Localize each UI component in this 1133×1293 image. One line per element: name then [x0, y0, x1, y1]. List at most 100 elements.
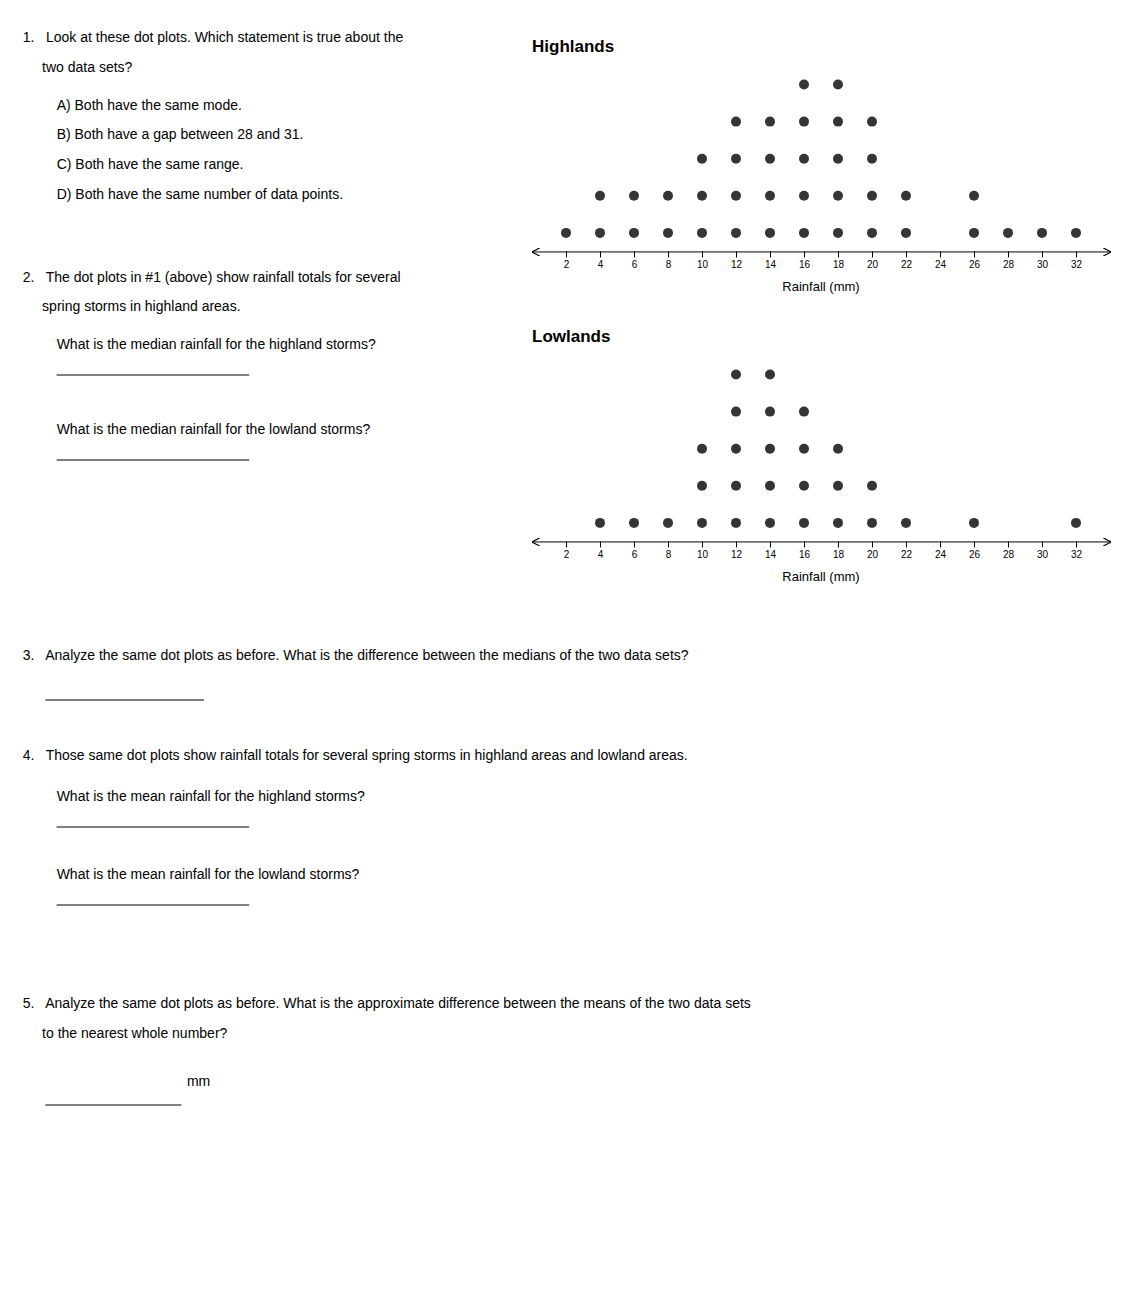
question-text: 5. Analyze the same dot plots as before.…	[23, 995, 751, 1011]
tick-label: 30	[1037, 259, 1049, 270]
tick-mark	[566, 251, 567, 257]
tick-label: 32	[1071, 549, 1083, 560]
question-text: to the nearest whole number?	[23, 1025, 228, 1041]
axis-line	[533, 251, 1111, 252]
tick-mark	[1042, 541, 1043, 547]
tick-mark	[906, 541, 907, 547]
dot	[697, 228, 707, 238]
tick-mark	[634, 251, 635, 257]
dot	[595, 191, 605, 201]
dot	[765, 191, 775, 201]
tick-mark	[600, 541, 601, 547]
tick-label: 26	[969, 549, 981, 560]
dot	[901, 191, 911, 201]
tick-mark	[770, 251, 771, 257]
tick: 22	[901, 251, 913, 269]
tick-mark	[804, 251, 805, 257]
dot	[833, 444, 843, 454]
tick-mark	[872, 251, 873, 257]
tick: 8	[666, 251, 672, 269]
dot	[867, 191, 877, 201]
dot	[765, 407, 775, 417]
tick: 26	[969, 251, 981, 269]
tick-mark	[702, 251, 703, 257]
tick: 30	[1037, 541, 1049, 559]
answer-line	[57, 827, 250, 828]
tick: 16	[799, 251, 811, 269]
tick: 30	[1037, 251, 1049, 269]
tick-mark	[906, 251, 907, 257]
tick-label: 14	[765, 259, 777, 270]
dot	[765, 154, 775, 164]
answer-lines	[45, 375, 249, 1105]
dot	[731, 481, 741, 491]
tick-mark	[940, 541, 941, 547]
tick-label: 28	[1003, 549, 1015, 560]
dot	[1003, 228, 1013, 238]
dot	[833, 154, 843, 164]
dot	[799, 444, 809, 454]
x-axis-label: Rainfall (mm)	[782, 279, 859, 294]
dot	[867, 154, 877, 164]
tick-label: 2	[564, 549, 570, 560]
dot	[731, 228, 741, 238]
tick: 22	[901, 541, 913, 559]
tick-label: 10	[697, 549, 709, 560]
tick-label: 32	[1071, 259, 1083, 270]
tick-label: 12	[731, 259, 743, 270]
question-text: C) Both have the same range.	[57, 156, 244, 172]
tick: 24	[935, 251, 947, 269]
tick-label: 8	[666, 549, 672, 560]
tick: 12	[731, 251, 743, 269]
dot	[1071, 518, 1081, 528]
tick: 14	[765, 251, 777, 269]
tick: 28	[1003, 251, 1015, 269]
dot	[867, 518, 877, 528]
question-text: What is the median rainfall for the high…	[57, 336, 376, 352]
tick-mark	[1076, 541, 1077, 547]
tick: 32	[1071, 251, 1083, 269]
tick-mark	[702, 541, 703, 547]
tick-mark	[566, 541, 567, 547]
tick-mark	[838, 251, 839, 257]
dot	[629, 191, 639, 201]
tick-label: 2	[564, 259, 570, 270]
dot	[1071, 228, 1081, 238]
dot	[629, 228, 639, 238]
tick-label: 22	[901, 259, 913, 270]
dot	[765, 117, 775, 127]
dot	[595, 518, 605, 528]
tick-mark	[736, 251, 737, 257]
tick: 2	[564, 251, 570, 269]
dot	[833, 191, 843, 201]
tick-label: 24	[935, 259, 947, 270]
question-text: 2. The dot plots in #1 (above) show rain…	[23, 269, 401, 285]
dots	[561, 80, 1081, 238]
tick: 18	[833, 251, 845, 269]
dot	[799, 154, 809, 164]
tick: 32	[1071, 541, 1083, 559]
dot	[867, 481, 877, 491]
tick: 14	[765, 541, 777, 559]
dot	[663, 228, 673, 238]
tick: 20	[867, 251, 879, 269]
answer-line	[57, 460, 250, 461]
dot	[799, 481, 809, 491]
tick: 4	[598, 541, 604, 559]
dot	[901, 228, 911, 238]
answer-line	[45, 1105, 181, 1106]
page: 2468101214161820222426283032Rainfall (mm…	[0, 0, 1133, 1293]
answer-line	[57, 905, 250, 906]
dot	[765, 481, 775, 491]
tick: 28	[1003, 541, 1015, 559]
dot	[561, 228, 571, 238]
x-axis: 2468101214161820222426283032	[533, 251, 1111, 269]
answer-line	[57, 375, 250, 376]
tick-label: 6	[632, 259, 638, 270]
tick-mark	[940, 251, 941, 257]
dot	[765, 370, 775, 380]
question-text: What is the median rainfall for the lowl…	[57, 421, 371, 437]
dot	[799, 117, 809, 127]
dot	[697, 191, 707, 201]
chart-title: Lowlands	[532, 327, 610, 346]
